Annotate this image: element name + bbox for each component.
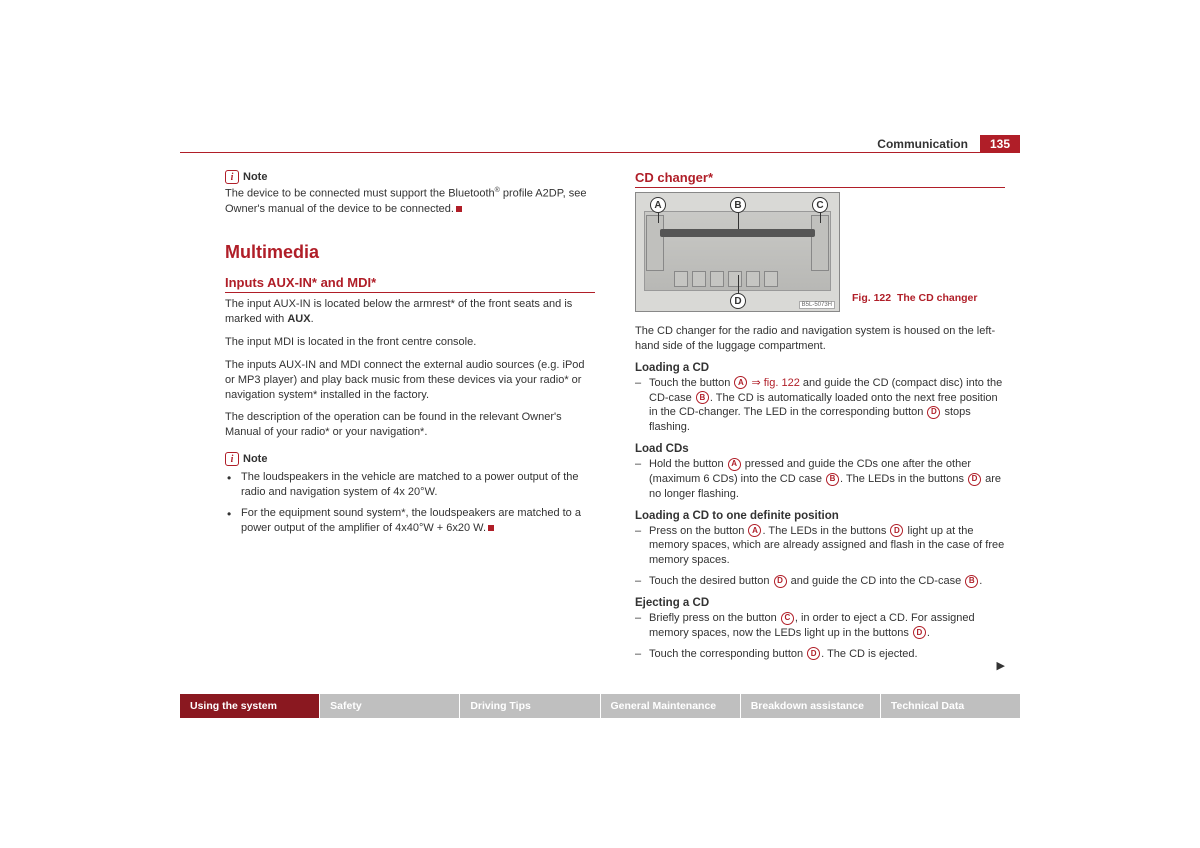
para-mdi: The input MDI is located in the front ce… (225, 335, 595, 350)
cd-small-button (728, 271, 742, 287)
circ-d-icon: D (913, 626, 926, 639)
note-bullet: The loudspeakers in the vehicle are matc… (225, 470, 595, 500)
para-auxin: The input AUX-IN is located below the ar… (225, 297, 595, 327)
cd-small-button (746, 271, 760, 287)
right-column: CD changer* A B C D B5L-5073H Fig. (635, 170, 1005, 670)
info-icon: i (225, 170, 239, 184)
step-list: Briefly press on the button C, in order … (635, 611, 1005, 662)
cd-intro: The CD changer for the radio and navigat… (635, 324, 1005, 354)
page-header: Communication 135 (180, 135, 1020, 153)
tab-maintenance[interactable]: General Maintenance (600, 694, 740, 718)
step-item: Touch the desired button D and guide the… (635, 574, 1005, 589)
circ-d-icon: D (807, 647, 820, 660)
end-marker (456, 206, 462, 212)
callout-line (738, 275, 739, 293)
callout-line (738, 213, 739, 229)
circ-d-icon: D (927, 406, 940, 419)
figure-row: A B C D B5L-5073H Fig. 122 The CD change… (635, 192, 1005, 312)
circ-d-icon: D (774, 575, 787, 588)
note-header: i Note (225, 170, 595, 184)
figure-cdchanger: A B C D B5L-5073H (635, 192, 840, 312)
cd-button-right (811, 215, 829, 271)
step-item: Press on the button A. The LEDs in the b… (635, 524, 1005, 569)
circ-a-icon: A (748, 524, 761, 537)
cd-slot (660, 229, 815, 237)
para-connect: The inputs AUX-IN and MDI connect the ex… (225, 358, 595, 403)
figure-caption: Fig. 122 The CD changer (852, 292, 977, 312)
callout-b: B (730, 197, 746, 213)
circ-d-icon: D (890, 524, 903, 537)
circ-c-icon: C (781, 612, 794, 625)
note-bullet: For the equipment sound system*, the lou… (225, 506, 595, 536)
circ-b-icon: B (696, 391, 709, 404)
cd-small-button (674, 271, 688, 287)
end-marker (488, 525, 494, 531)
section-title: Communication (877, 137, 968, 151)
callout-d: D (730, 293, 746, 309)
circ-b-icon: B (965, 575, 978, 588)
h4-definite: Loading a CD to one definite position (635, 510, 1005, 522)
cd-small-button (692, 271, 706, 287)
para-desc: The description of the operation can be … (225, 410, 595, 440)
note-text: The device to be connected must support … (225, 186, 595, 216)
circ-a-icon: A (728, 458, 741, 471)
cd-small-button (764, 271, 778, 287)
h3-cdchanger: CD changer* (635, 170, 1005, 188)
tab-safety[interactable]: Safety (319, 694, 459, 718)
tab-driving-tips[interactable]: Driving Tips (459, 694, 599, 718)
info-icon: i (225, 452, 239, 466)
note-label: Note (243, 453, 267, 465)
circ-a-icon: A (734, 376, 747, 389)
step-list: Hold the button A pressed and guide the … (635, 457, 1005, 502)
left-column: i Note The device to be connected must s… (225, 170, 595, 670)
callout-c: C (812, 197, 828, 213)
callout-a: A (650, 197, 666, 213)
h3-inputs: Inputs AUX-IN* and MDI* (225, 275, 595, 293)
step-item: Hold the button A pressed and guide the … (635, 457, 1005, 502)
step-item: Briefly press on the button C, in order … (635, 611, 1005, 641)
h4-loading: Loading a CD (635, 362, 1005, 374)
step-list: Press on the button A. The LEDs in the b… (635, 524, 1005, 589)
step-list: Touch the button A ⇒ fig. 122 and guide … (635, 376, 1005, 435)
tab-using-system[interactable]: Using the system (180, 694, 319, 718)
content-columns: i Note The device to be connected must s… (225, 170, 1005, 670)
h4-eject: Ejecting a CD (635, 597, 1005, 609)
cd-small-button (710, 271, 724, 287)
tab-breakdown[interactable]: Breakdown assistance (740, 694, 880, 718)
footer-tabs: Using the system Safety Driving Tips Gen… (180, 694, 1020, 718)
note-header-2: i Note (225, 452, 595, 466)
step-item: Touch the corresponding button D. The CD… (635, 647, 1005, 662)
callout-line (820, 213, 821, 223)
step-item: Touch the button A ⇒ fig. 122 and guide … (635, 376, 1005, 435)
circ-d-icon: D (968, 473, 981, 486)
callout-line (658, 213, 659, 223)
page-number: 135 (980, 135, 1020, 153)
note-list: The loudspeakers in the vehicle are matc… (225, 470, 595, 535)
figure-code: B5L-5073H (799, 301, 835, 309)
cd-button-left (646, 215, 664, 271)
h4-loadcds: Load CDs (635, 443, 1005, 455)
tab-technical[interactable]: Technical Data (880, 694, 1020, 718)
header-rule (180, 152, 1020, 153)
circ-b-icon: B (826, 473, 839, 486)
continue-arrow-icon: ▶ (997, 659, 1005, 672)
h2-multimedia: Multimedia (225, 242, 595, 263)
note-label: Note (243, 171, 267, 183)
